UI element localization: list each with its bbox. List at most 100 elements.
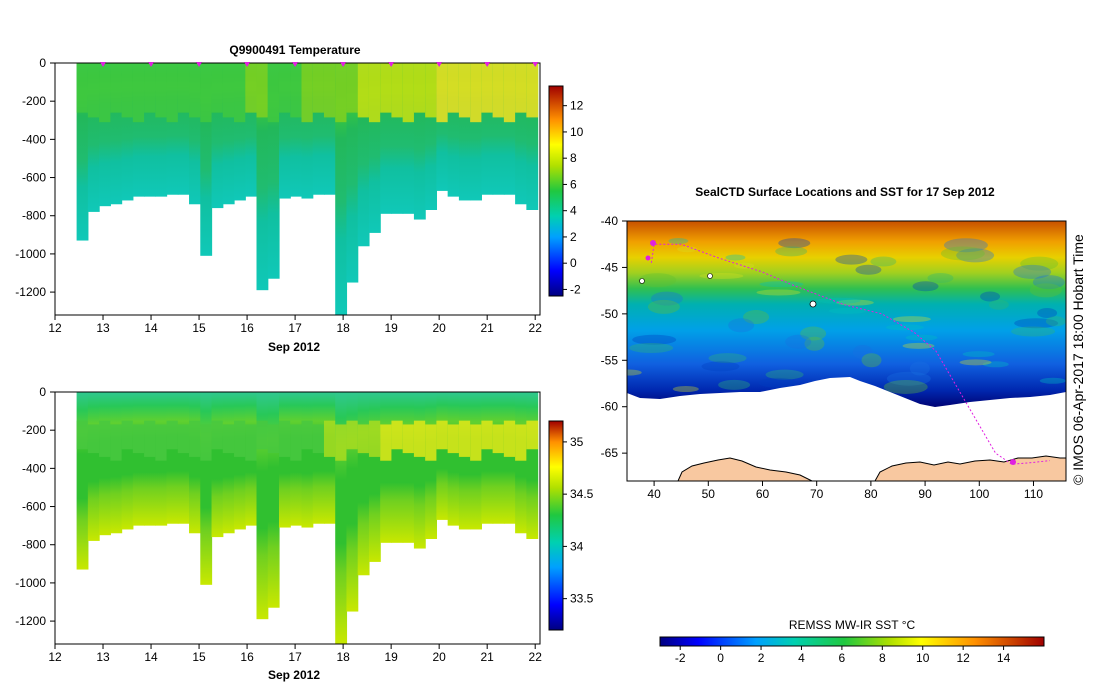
upper-layer: [447, 424, 460, 454]
profile-column: [503, 392, 516, 524]
y-tick-label: 0: [39, 385, 46, 399]
profile-column: [413, 63, 426, 220]
profile-time-marker: [196, 62, 203, 67]
profile-column: [470, 63, 482, 201]
salinity-section-plot: [76, 392, 539, 644]
sst-eddy: [677, 246, 698, 253]
profile-column: [526, 392, 539, 539]
upper-layer: [267, 424, 280, 454]
profile-time-marker: [484, 62, 491, 67]
y-tick-label: -600: [22, 171, 46, 185]
upper-layer: [166, 63, 179, 123]
profile-column: [144, 392, 156, 526]
colorbar-tick-label: 10: [570, 125, 584, 139]
y-tick-label: -400: [22, 132, 46, 146]
profile-time-marker: [436, 62, 443, 67]
x-tick-label: 13: [96, 321, 110, 335]
profile-column: [402, 392, 415, 543]
island-marker: [639, 278, 645, 284]
y-tick-label: -800: [22, 209, 46, 223]
sst-eddy: [1011, 326, 1056, 337]
sst-map: [627, 221, 1066, 481]
temperature-title: Q9900491 Temperature: [229, 43, 361, 57]
lat-tick-label: -55: [601, 353, 619, 367]
sst-eddy: [886, 371, 931, 386]
sst-eddy: [1014, 318, 1059, 329]
x-tick-label: 21: [480, 321, 494, 335]
sst-eddy: [778, 238, 811, 249]
profile-column: [323, 392, 336, 524]
upper-layer: [222, 63, 235, 118]
upper-layer: [323, 420, 336, 457]
sst-eddy: [765, 369, 804, 380]
upper-layer: [425, 424, 438, 461]
sst-eddy: [647, 299, 680, 314]
colorbar-tick-label: 34: [570, 539, 584, 553]
upper-layer: [121, 420, 134, 450]
sst-eddy: [940, 246, 985, 261]
upper-layer: [177, 424, 190, 454]
lon-tick-label: 80: [864, 487, 878, 501]
sst-eddy: [1037, 308, 1058, 318]
profile-column: [312, 392, 325, 524]
y-tick-label: -200: [22, 94, 46, 108]
colorbar-tick-label: 34.5: [570, 487, 594, 501]
temperature-colorbar: [548, 85, 564, 297]
colorbar-tick-label: 2: [570, 230, 577, 244]
sst-eddy: [883, 379, 928, 394]
profile-column: [200, 392, 213, 585]
upper-layer: [166, 420, 179, 450]
sst-eddy: [800, 326, 827, 341]
sst-eddy: [743, 310, 770, 325]
profile-column: [278, 392, 291, 528]
lat-tick-label: -40: [601, 214, 619, 228]
upper-layer: [132, 63, 145, 123]
salinity-colorbar-ticks: 33.5 34 34.5 35: [563, 435, 594, 606]
profile-time-marker: [388, 62, 395, 67]
profile-column: [357, 63, 370, 247]
upper-layer: [335, 63, 348, 123]
profile-time-marker: [340, 62, 347, 67]
upper-layer: [436, 420, 449, 450]
upper-layer: [413, 63, 426, 113]
profile-column: [211, 392, 224, 538]
upper-layer: [515, 63, 527, 113]
salinity-colorbar: [548, 420, 564, 631]
x-tick-label: 22: [529, 650, 543, 664]
upper-layer: [234, 63, 246, 123]
colorbar-tick-label: 12: [570, 99, 584, 113]
lon-tick-label: 90: [918, 487, 932, 501]
sst-eddy: [816, 297, 861, 304]
profile-column: [402, 63, 415, 214]
upper-layer: [380, 63, 393, 113]
salinity-xlabel: Sep 2012: [268, 668, 320, 682]
profile-time-marker: [292, 62, 299, 67]
profile-column: [132, 63, 145, 197]
x-tick-label: 18: [336, 321, 350, 335]
upper-layer: [290, 63, 303, 118]
profile-column: [99, 392, 111, 536]
upper-layer: [99, 420, 111, 457]
profile-column: [245, 63, 258, 197]
profile-column: [515, 63, 527, 205]
sst-colorbar-tick-label: 2: [758, 651, 765, 665]
x-tick-label: 12: [48, 321, 62, 335]
x-tick-label: 12: [48, 650, 62, 664]
x-tick-label: 15: [192, 650, 206, 664]
upper-layer: [267, 63, 280, 123]
upper-layer: [413, 420, 426, 457]
lon-tick-label: 110: [1024, 487, 1043, 501]
profile-column: [110, 63, 123, 205]
upper-layer: [278, 420, 291, 457]
profile-column: [166, 63, 179, 195]
profile-column: [99, 63, 111, 207]
profile-column: [155, 63, 168, 197]
map-frame: [626, 220, 1067, 482]
sst-eddy: [959, 359, 992, 366]
y-tick-label: -400: [22, 461, 46, 475]
antarctica-coast-west: [677, 457, 813, 481]
profile-column: [166, 392, 179, 524]
upper-layer: [503, 420, 516, 457]
upper-layer: [144, 420, 156, 457]
upper-layer: [155, 63, 168, 118]
